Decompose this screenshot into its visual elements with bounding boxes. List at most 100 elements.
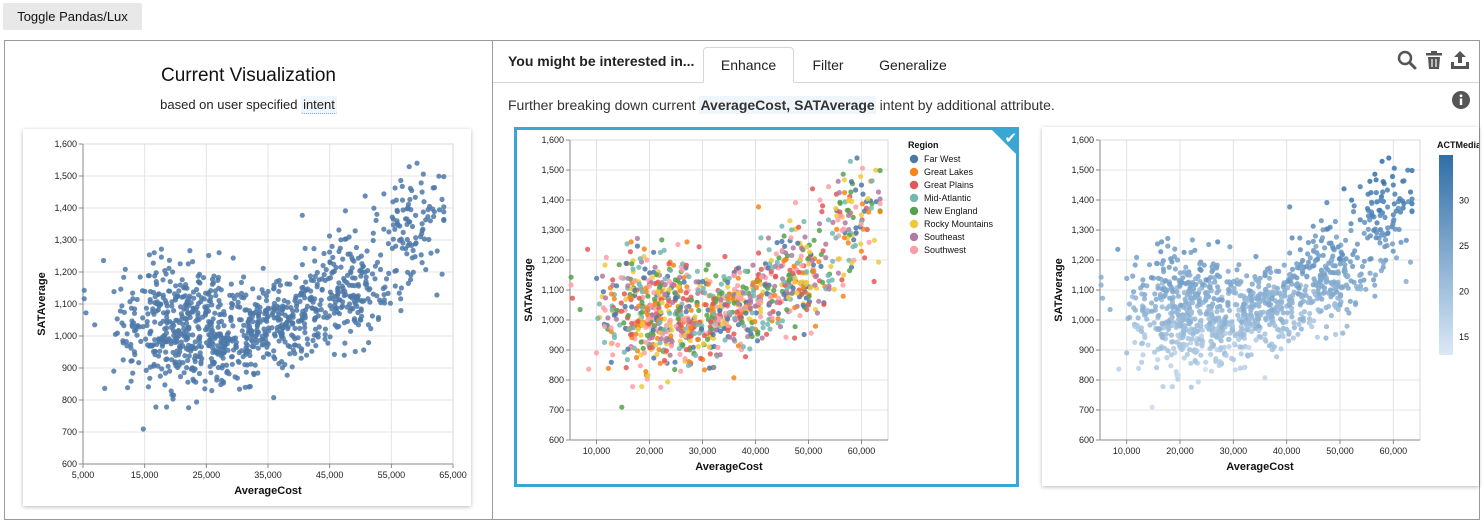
data-point	[192, 356, 198, 362]
data-point	[441, 174, 447, 180]
data-point	[1279, 299, 1285, 306]
data-point	[196, 370, 203, 377]
data-point	[1316, 253, 1322, 259]
enhance-vis-card-region[interactable]: 600 700 800 900 1,000 1,100 1,200 1,300 1,400 1,5…	[514, 127, 1019, 487]
data-point	[686, 274, 692, 280]
data-point	[256, 311, 262, 317]
data-point	[155, 291, 161, 297]
tab-generalize[interactable]: Generalize	[879, 56, 947, 73]
export-icon[interactable]	[1449, 49, 1471, 71]
data-point	[1144, 283, 1150, 289]
data-point	[1243, 327, 1249, 333]
data-point	[735, 343, 741, 349]
data-point	[152, 273, 158, 279]
description-suffix: intent by additional attribute.	[879, 97, 1055, 113]
data-point	[341, 275, 347, 282]
data-point	[602, 262, 608, 268]
data-point	[826, 278, 832, 284]
y-tick-label: 1,100	[1071, 285, 1094, 295]
data-point	[1206, 241, 1212, 248]
tab-enhance[interactable]: Enhance	[703, 47, 794, 83]
data-point	[779, 247, 785, 253]
data-point	[302, 245, 308, 251]
data-point	[811, 268, 817, 274]
data-point	[400, 207, 406, 213]
x-tick-label: 55,000	[378, 470, 406, 480]
data-point	[214, 349, 220, 356]
data-point	[1281, 262, 1287, 268]
data-point	[185, 357, 191, 363]
data-point	[1350, 209, 1357, 215]
data-point	[749, 325, 755, 331]
data-point	[1165, 243, 1171, 249]
current-vis-card[interactable]: 600 700 800 900 1,000 1,100 1,200 1,300 1,400 1,5…	[23, 129, 471, 506]
data-point	[413, 235, 419, 241]
data-point	[657, 249, 664, 255]
data-point	[654, 272, 660, 278]
data-point	[805, 301, 811, 307]
data-point	[178, 304, 184, 310]
data-point	[224, 337, 230, 343]
data-point	[1196, 298, 1202, 304]
data-point	[1168, 332, 1175, 338]
data-point	[1197, 286, 1203, 293]
data-point	[818, 251, 824, 258]
data-point	[764, 331, 770, 337]
data-point	[595, 315, 601, 321]
data-point	[848, 179, 854, 185]
points	[568, 155, 883, 410]
data-point	[1310, 238, 1316, 244]
gradient-bar	[1439, 155, 1453, 355]
data-point	[1283, 319, 1289, 325]
data-point	[211, 360, 217, 366]
data-point	[1159, 261, 1165, 267]
data-point	[1186, 305, 1193, 311]
info-icon[interactable]	[1451, 90, 1473, 112]
data-point	[1203, 359, 1209, 365]
data-point	[1216, 317, 1222, 323]
data-point	[775, 310, 781, 317]
tab-filter[interactable]: Filter	[812, 56, 844, 73]
data-point	[277, 282, 283, 288]
data-point	[1403, 237, 1409, 243]
data-point	[326, 275, 332, 282]
data-point	[1409, 196, 1415, 202]
data-point	[1300, 315, 1306, 321]
data-point	[1216, 362, 1222, 369]
data-point	[409, 255, 415, 261]
data-point	[293, 303, 300, 309]
data-point	[399, 245, 405, 251]
data-point	[128, 305, 134, 311]
data-point	[165, 309, 171, 315]
data-point	[400, 229, 406, 235]
data-point	[1125, 315, 1131, 321]
data-point	[683, 309, 689, 315]
data-point	[1174, 257, 1181, 263]
data-point	[336, 227, 342, 233]
data-point	[1289, 309, 1295, 315]
data-point	[737, 314, 743, 320]
data-point	[173, 283, 179, 289]
data-point	[190, 343, 196, 349]
data-point	[623, 260, 629, 266]
toggle-pandas-lux-button[interactable]: Toggle Pandas/Lux	[3, 3, 142, 30]
y-tick-label: 1,400	[541, 195, 564, 205]
data-point	[873, 167, 879, 173]
data-point	[668, 333, 674, 339]
data-point	[1256, 279, 1262, 285]
intent-link[interactable]: intent	[301, 96, 337, 114]
data-point	[188, 348, 194, 354]
data-point	[688, 297, 695, 303]
data-point	[186, 405, 192, 411]
search-icon[interactable]	[1396, 49, 1418, 71]
enhance-vis-card-actmedian[interactable]: 600 700 800 900 1,000 1,100 1,200 1,300 1,400 1,5…	[1042, 127, 1484, 486]
data-point	[636, 264, 642, 270]
data-point	[784, 307, 790, 313]
data-point	[380, 285, 386, 292]
data-point	[1194, 303, 1201, 309]
data-point	[599, 273, 606, 279]
trash-icon[interactable]	[1423, 49, 1445, 71]
data-point	[1182, 296, 1188, 302]
data-point	[678, 368, 684, 374]
data-point	[833, 205, 839, 212]
